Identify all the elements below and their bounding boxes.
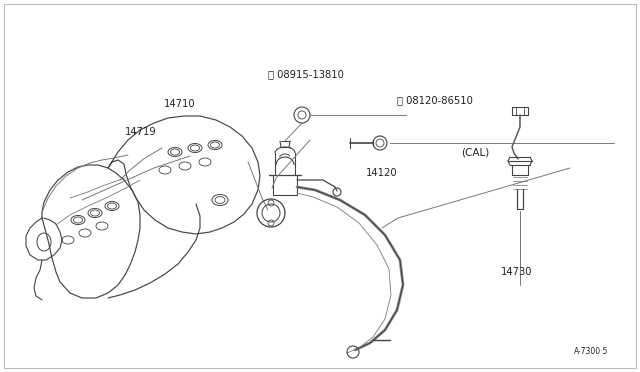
Text: 14710: 14710 — [164, 99, 195, 109]
Text: ⓔ 08915-13810: ⓔ 08915-13810 — [268, 70, 344, 79]
Text: Ⓑ 08120-86510: Ⓑ 08120-86510 — [397, 96, 473, 105]
Text: A⋅7300·5: A⋅7300·5 — [573, 347, 608, 356]
Text: 14120: 14120 — [366, 168, 397, 178]
Text: 14719: 14719 — [125, 127, 157, 137]
Text: 14730: 14730 — [501, 267, 533, 276]
Text: (CAL): (CAL) — [461, 148, 489, 157]
